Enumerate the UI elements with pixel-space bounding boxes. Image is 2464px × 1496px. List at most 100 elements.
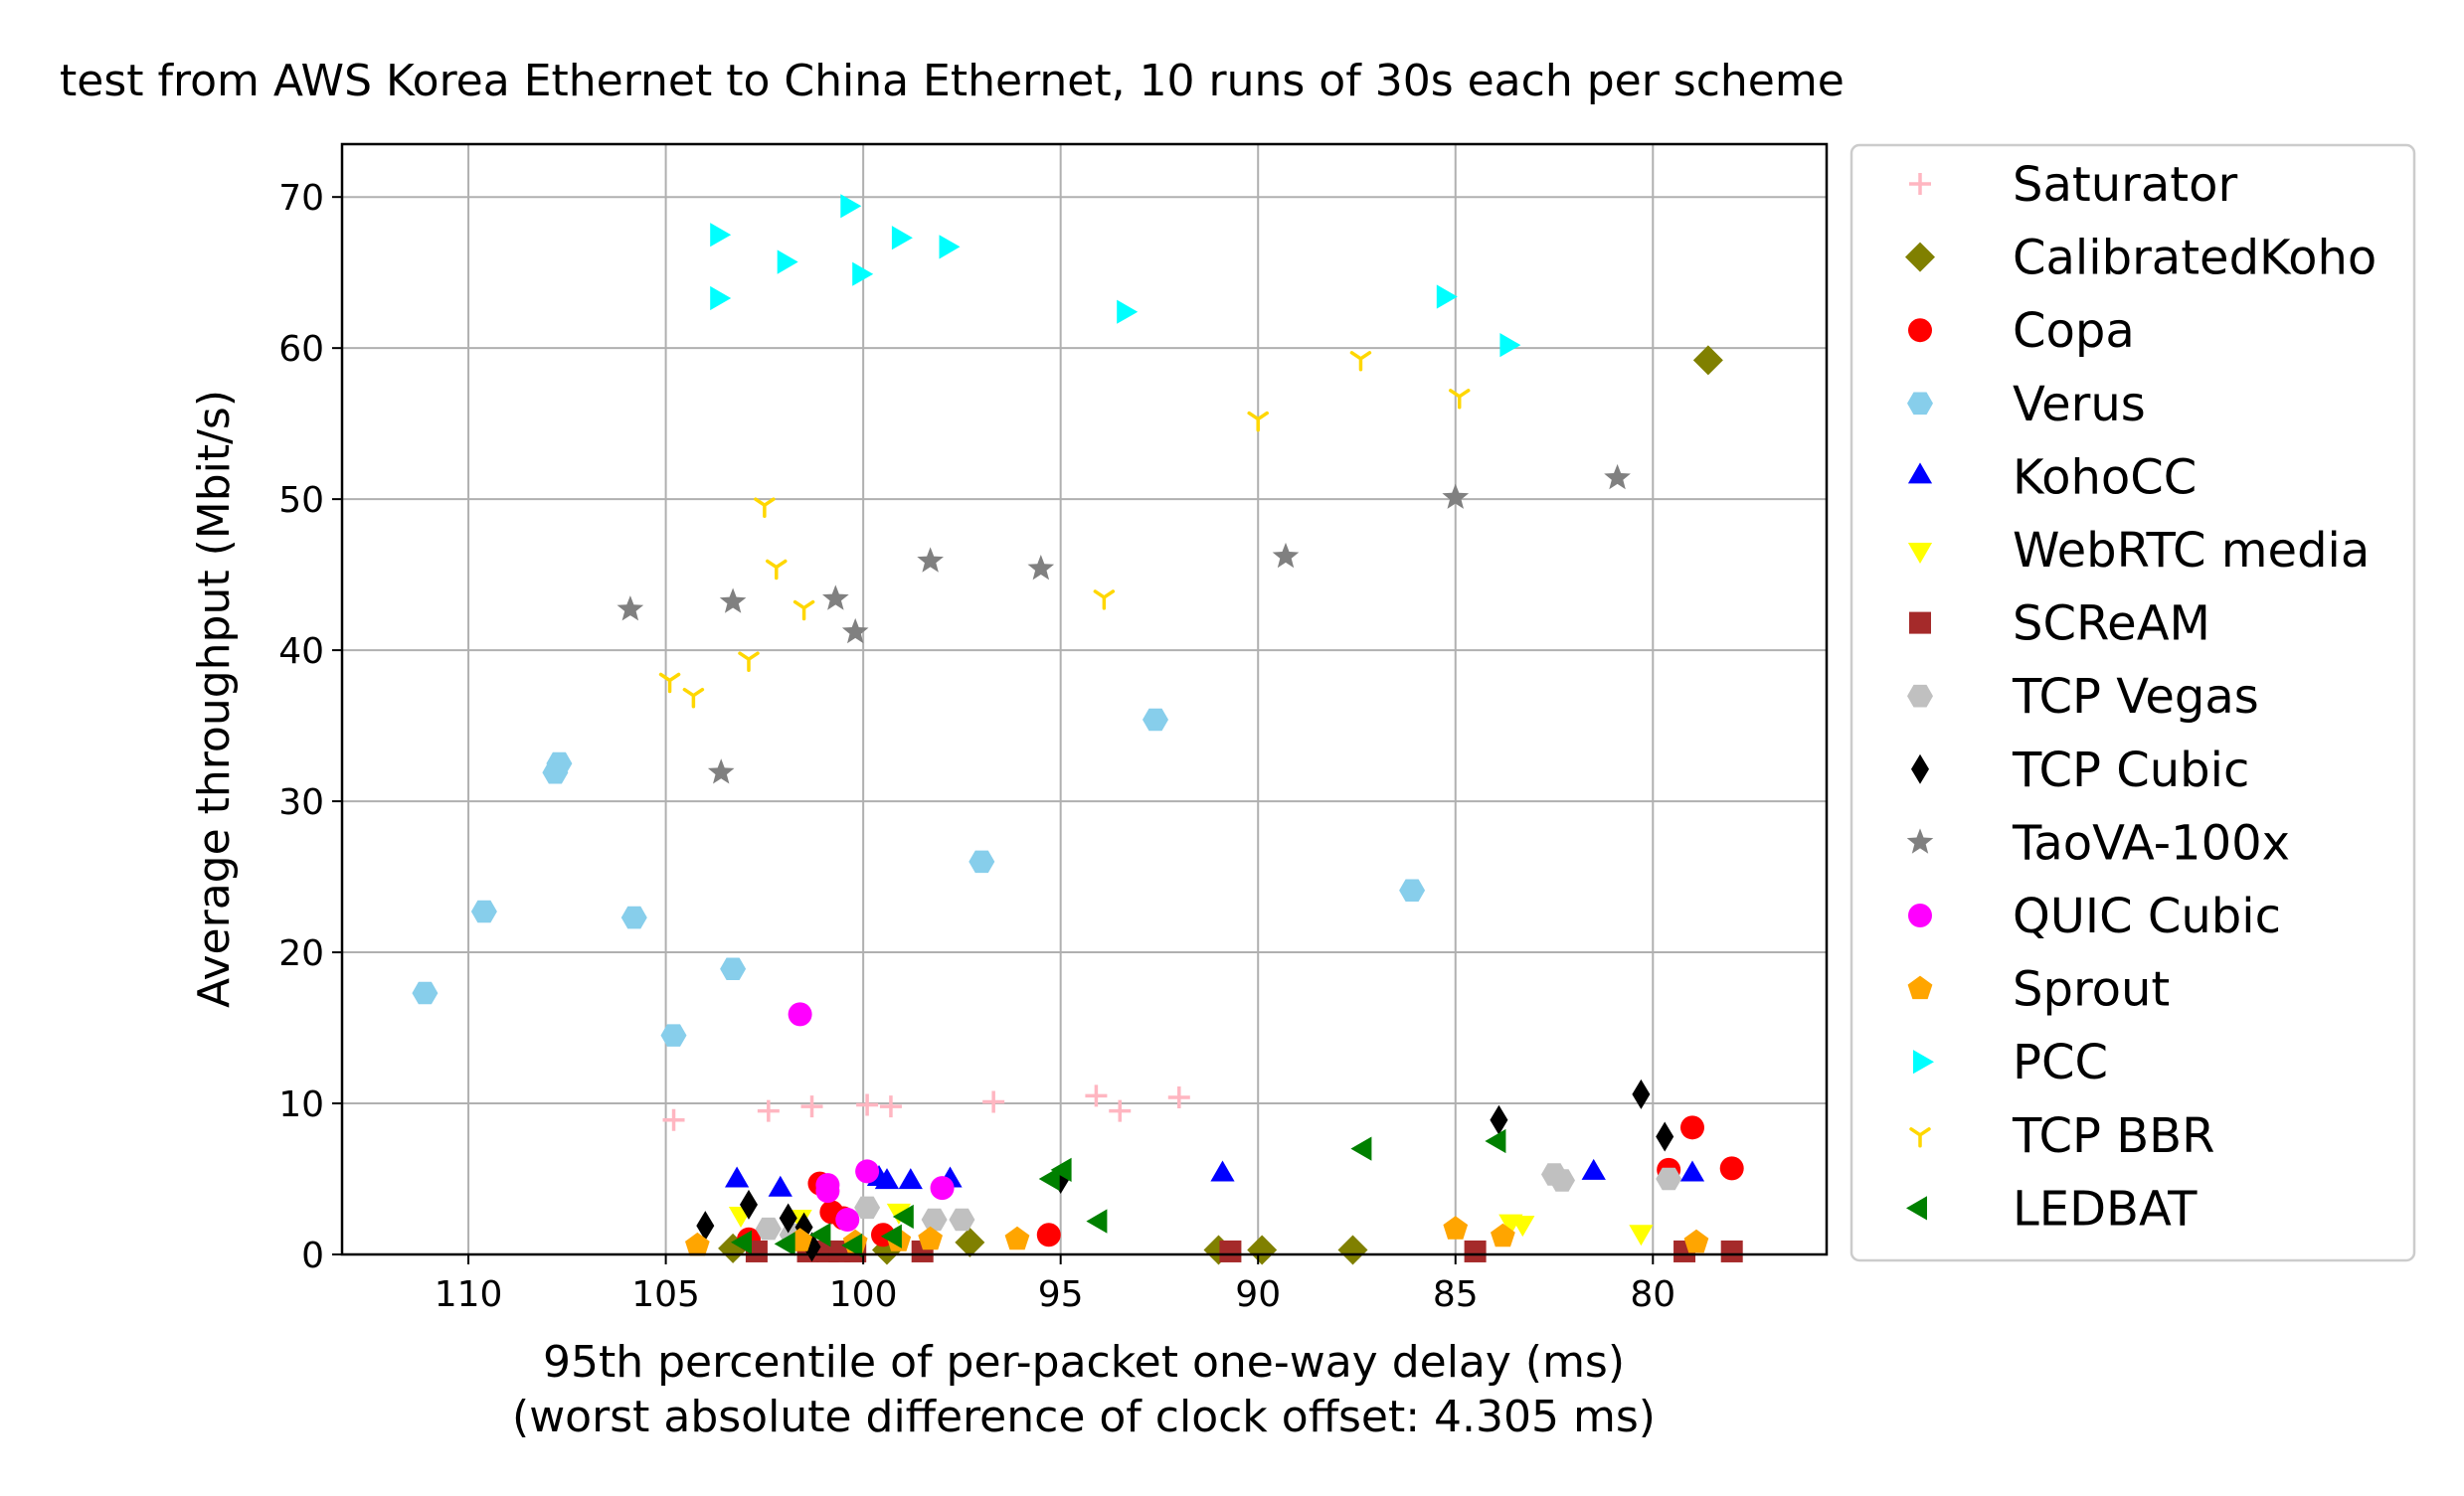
data-point (1485, 1128, 1506, 1154)
data-point (1004, 1226, 1030, 1250)
series-taova-100x (616, 463, 1631, 784)
data-point (1436, 284, 1458, 309)
legend-marker (1905, 242, 1935, 272)
data-point (879, 1095, 902, 1118)
data-point (1143, 708, 1168, 732)
x-tick-label: 90 (1235, 1274, 1281, 1315)
data-point (1247, 1235, 1278, 1265)
legend-label: Copa (2013, 303, 2135, 359)
data-point (754, 497, 776, 518)
legend-entry: WebRTC media (1907, 523, 2370, 579)
legend-label: TCP Vegas (2012, 669, 2259, 725)
legend-entry: Sprout (1907, 962, 2170, 1018)
legend-entry: SCReAM (1909, 596, 2210, 652)
data-point (766, 559, 788, 581)
data-point (1656, 1167, 1682, 1191)
data-point (620, 906, 647, 929)
data-point (685, 1232, 710, 1256)
plot-frame (340, 142, 1829, 1256)
data-point (1050, 1157, 1072, 1182)
data-point (840, 194, 862, 219)
y-axis-label: Average throughput (Mbit/s) (189, 390, 240, 1008)
data-point (725, 1166, 750, 1188)
data-point (719, 587, 747, 613)
data-point (710, 285, 732, 311)
data-point (1679, 1160, 1705, 1182)
legend-label: WebRTC media (2013, 523, 2370, 579)
data-point (1499, 333, 1521, 358)
legend-marker (1907, 975, 1933, 1000)
legend: Saturator CalibratedKoho Copa Verus KohoCC We… (1849, 143, 2416, 1262)
x-axis-label-clock-offset: (worst absolute difference of clock offs… (512, 1392, 1656, 1442)
grid-lines (342, 144, 1827, 1255)
data-point (1581, 1158, 1606, 1180)
data-point (1399, 879, 1426, 902)
data-point (1719, 1156, 1744, 1181)
data-point (855, 1159, 880, 1184)
data-point (768, 1175, 792, 1197)
legend-marker (1908, 904, 1932, 927)
legend-label: TCP BBR (2012, 1108, 2214, 1164)
x-tick-label: 85 (1433, 1274, 1479, 1315)
series-tcp-bbr (658, 351, 1471, 709)
data-point (546, 751, 573, 775)
data-point (1086, 1209, 1108, 1234)
series-pcc (710, 194, 1521, 358)
data-point (1038, 1166, 1060, 1192)
data-point (1448, 389, 1471, 410)
x-tick-label: 105 (631, 1274, 700, 1315)
data-point (1036, 1223, 1061, 1247)
data-point (660, 1024, 687, 1047)
data-point (892, 1204, 914, 1230)
data-point (1247, 411, 1269, 432)
legend-entry: CalibratedKoho (1905, 231, 2376, 286)
legend-label: QUIC Cubic (2013, 889, 2281, 944)
data-point (470, 900, 497, 923)
series-quic-cubic (788, 1002, 955, 1233)
legend-entry: TaoVA-100x (1906, 815, 2290, 871)
data-point (616, 595, 644, 621)
data-point (757, 1099, 780, 1122)
data-point (774, 1232, 795, 1256)
series-kohocc (725, 1158, 1705, 1197)
data-point (982, 1090, 1005, 1113)
data-point (1350, 1136, 1372, 1161)
data-point (852, 261, 874, 286)
legend-entry: Copa (1908, 303, 2135, 359)
legend-marker (1909, 1127, 1931, 1148)
data-point (815, 1179, 840, 1204)
legend-entry: Saturator (1909, 157, 2237, 213)
legend-label: Sprout (2013, 962, 2170, 1018)
data-point (777, 249, 798, 274)
legend-marker (1909, 611, 1931, 634)
data-point (1117, 299, 1139, 324)
data-point (412, 981, 439, 1005)
data-point (921, 1208, 948, 1232)
legend-frame (1849, 143, 2416, 1262)
legend-marker (1907, 392, 1933, 416)
data-point (1464, 1240, 1487, 1262)
data-point (891, 226, 913, 250)
legend-entry: LEDBAT (1906, 1181, 2198, 1237)
data-points (412, 194, 1744, 1265)
data-point (739, 1189, 758, 1220)
data-point (1443, 1216, 1469, 1240)
data-point (835, 1208, 860, 1233)
data-point (1629, 1225, 1654, 1247)
y-tick-label: 30 (278, 782, 324, 823)
legend-entry: TCP Cubic (1911, 743, 2249, 798)
data-point (755, 1217, 782, 1241)
legend-entry: TCP BBR (1909, 1108, 2214, 1164)
data-point (854, 1196, 881, 1220)
y-tick-label: 10 (278, 1084, 324, 1125)
data-point (1549, 1169, 1575, 1192)
x-axis-label: 95th percentile of per-packet one-way de… (543, 1337, 1625, 1388)
y-tick-label: 20 (278, 933, 324, 974)
data-point (682, 687, 705, 709)
data-point (809, 1223, 831, 1247)
data-point (788, 1002, 812, 1027)
data-point (779, 1203, 797, 1234)
legend-label: LEDBAT (2013, 1181, 2198, 1237)
y-tick-label: 40 (278, 631, 324, 672)
